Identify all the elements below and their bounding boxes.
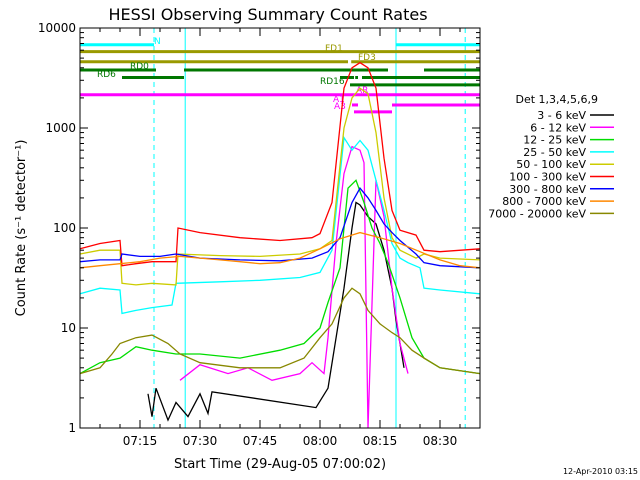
flag-label-a3: A3 [334, 102, 346, 112]
chart-title: HESSI Observing Summary Count Rates [108, 5, 427, 24]
y-tick-label: 1000 [45, 121, 76, 135]
flag-label-a1: A1 [333, 95, 345, 105]
legend-label: 7000 - 20000 keV [488, 207, 586, 220]
x-tick-label: 07:45 [243, 434, 278, 448]
data-series [79, 61, 481, 429]
y-axis: 1 10 100 1000 10000 [38, 21, 480, 435]
legend-label: 800 - 7000 keV [502, 195, 586, 208]
flag-label-fd1: FD1 [325, 44, 343, 54]
legend-label: 12 - 25 keV [523, 134, 586, 147]
series-line-2 [79, 179, 481, 375]
series-line-4 [79, 87, 481, 286]
x-tick-label: 07:30 [183, 434, 218, 448]
flag-label-ar: AR [356, 86, 368, 96]
x-tick-label: 07:15 [123, 434, 158, 448]
legend-label: 50 - 100 keV [516, 158, 586, 171]
legend-label: 25 - 50 keV [523, 146, 586, 159]
series-line-5 [79, 61, 481, 267]
legend-label: 300 - 800 keV [509, 183, 586, 196]
x-tick-label: 08:00 [303, 434, 338, 448]
legend-label: 6 - 12 keV [530, 121, 586, 134]
series-line-3 [79, 135, 481, 315]
flag-label-fd3: FD3 [358, 53, 376, 63]
y-tick-label: 1 [68, 421, 76, 435]
series-line-1 [179, 145, 409, 429]
flag-label-rd6: RD6 [97, 70, 116, 80]
series-line-7 [79, 231, 481, 269]
legend-label: 100 - 300 keV [509, 171, 586, 184]
x-tick-label: 08:30 [423, 434, 458, 448]
flag-label-rd0: RD0 [130, 62, 149, 72]
y-tick-label: 100 [53, 221, 76, 235]
series-line-0 [147, 201, 405, 422]
flag-label-n: N [154, 37, 161, 47]
x-axis: 07:15 07:30 07:45 08:00 08:15 08:30 [99, 28, 461, 448]
x-tick-label: 08:15 [363, 434, 398, 448]
y-tick-label: 10000 [38, 21, 76, 35]
series-line-8 [79, 287, 481, 375]
y-tick-label: 10 [61, 321, 76, 335]
x-axis-label: Start Time (29-Aug-05 07:00:02) [174, 457, 386, 472]
legend-label: 3 - 6 keV [537, 109, 586, 122]
legend-title: Det 1,3,4,5,6,9 [515, 93, 598, 106]
series-line-6 [79, 187, 481, 269]
y-axis-label: Count Rate (s⁻¹ detector⁻¹) [14, 140, 29, 317]
date-stamp: 12-Apr-2010 03:15 [563, 467, 638, 476]
flag-label-rd16: RD16 [320, 77, 345, 87]
